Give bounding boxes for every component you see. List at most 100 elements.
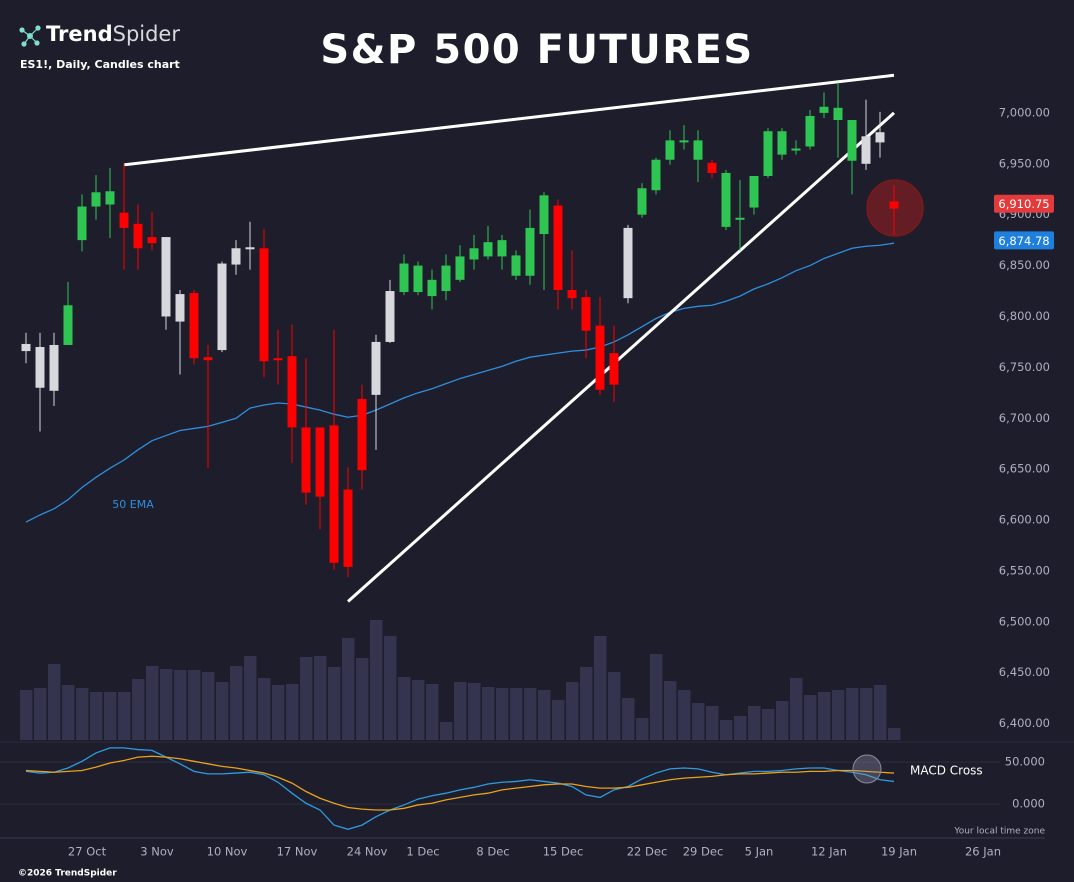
y-tick-label: 6,800.00 [999,309,1050,323]
volume-bar [762,709,775,740]
candle-body [819,106,829,113]
volume-bar [356,658,369,740]
volume-bar [496,688,509,740]
candle-body [735,217,745,220]
price-label-box [994,194,1054,213]
volume-bar [328,667,341,740]
trendline [123,73,895,167]
candle-body [847,120,857,161]
x-tick-label: 29 Dec [683,845,724,859]
macd-tick-label: 50.000 [1005,755,1045,769]
candle-body [455,256,465,280]
volume-bar [818,692,831,740]
timezone-note: Your local time zone [953,827,1045,837]
y-tick-label: 6,550.00 [999,563,1050,577]
candle-body [385,291,395,342]
trendline-layer [123,73,896,603]
candle-body [371,341,381,395]
candle-body [791,148,801,151]
price-label: 6,874.78 [998,234,1049,248]
volume-bar [468,683,481,740]
y-tick-label: 6,750.00 [999,360,1050,374]
price-label-box [994,231,1054,250]
volume-bar [482,687,495,740]
x-tick-label: 22 Dec [627,845,668,859]
trendline [346,111,896,603]
candle-body [749,176,759,208]
candle-body [21,343,31,352]
volume-bar [552,700,565,740]
volume-layer [20,620,901,740]
volume-bar [202,672,215,740]
volume-bar [272,685,285,740]
candle-body [245,247,255,250]
axis-layer: 6,400.00 6,450.00 6,500.00 6,550.00 6,600.00… [68,105,1054,859]
volume-bar [398,677,411,740]
volume-bar [524,688,537,740]
candle-body [119,212,129,228]
volume-bar [622,698,635,740]
brand: TrendSpider [46,22,180,46]
y-tick-label: 7,000.00 [999,105,1050,119]
volume-bar [230,666,243,740]
macd-annotation: MACD Cross [910,764,983,778]
volume-bar [160,669,173,740]
volume-bar [48,664,61,740]
x-tick-label: 5 Jan [745,845,774,859]
candle-body [49,344,59,391]
candle-body [693,140,703,160]
volume-bar [566,682,579,740]
candle-body [609,353,619,385]
candle-body [861,136,871,164]
volume-bar [608,672,621,740]
macd-line [25,755,895,811]
candle-body [133,223,143,249]
volume-bar [636,718,649,740]
volume-bar [300,657,313,740]
y-tick-label: 6,650.00 [999,462,1050,476]
y-tick-label: 6,950.00 [999,156,1050,170]
volume-bar [664,681,677,740]
candle-body [637,188,647,215]
volume-bar [776,701,789,740]
y-tick-label: 6,700.00 [999,411,1050,425]
volume-bar [286,684,299,740]
volume-bar [748,706,761,740]
x-tick-label: 12 Jan [811,845,847,859]
y-tick-label: 6,600.00 [999,513,1050,527]
y-tick-label: 6,400.00 [999,716,1050,730]
candle-body [161,237,171,317]
volume-bar [174,670,187,740]
candle-layer [21,82,899,578]
candle-body [483,242,493,257]
candle-body [567,290,577,299]
chart-subtitle: ES1!, Daily, Candles chart [20,58,180,71]
candle-body [343,489,353,567]
volume-bar [720,720,733,740]
volume-bar [510,688,523,740]
volume-bar [188,670,201,740]
candle-body [679,140,689,143]
volume-bar [888,728,901,740]
candle-body [105,191,115,205]
x-tick-label: 8 Dec [476,845,509,859]
volume-bar [846,688,859,740]
candle-body [329,425,339,563]
candle-body [581,297,591,331]
x-tick-label: 24 Nov [347,845,388,859]
macd-cross-circle [852,754,882,784]
volume-bar [440,722,453,740]
x-tick-label: 3 Nov [140,845,174,859]
volume-bar [832,690,845,740]
volume-bar [132,679,145,740]
price-label: 6,910.75 [998,197,1049,211]
volume-bar [874,685,887,740]
volume-bar [678,690,691,740]
volume-bar [734,716,747,740]
candle-body [301,427,311,493]
candle-body [77,206,87,241]
candle-body [539,195,549,235]
macd-line [25,747,895,830]
volume-bar [258,678,271,740]
